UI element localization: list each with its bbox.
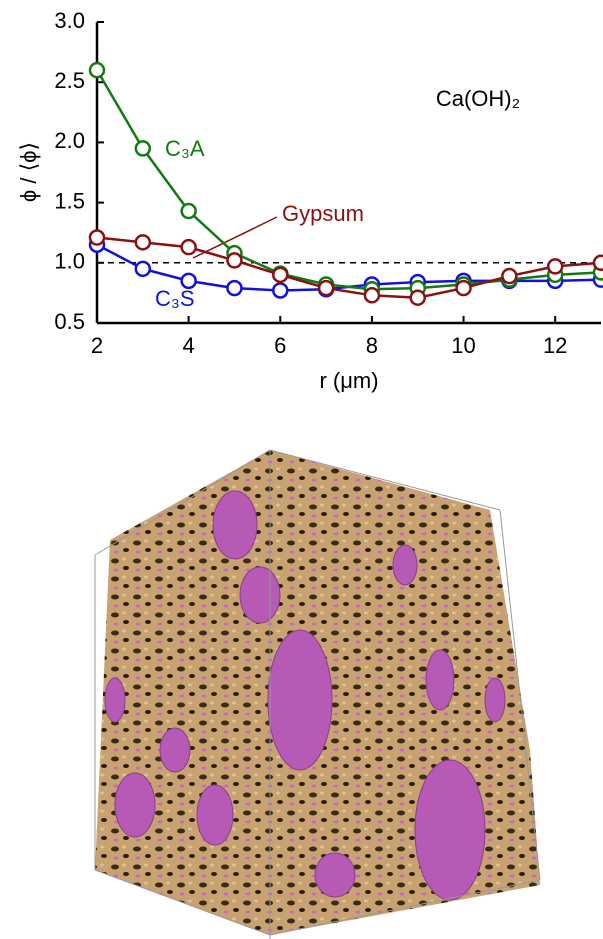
data-point bbox=[411, 291, 425, 305]
series-label: Gypsum bbox=[282, 201, 364, 226]
y-axis-label: ϕ / ⟨ϕ⟩ bbox=[16, 142, 41, 202]
data-point bbox=[502, 269, 516, 283]
data-point bbox=[273, 283, 287, 297]
y-tick-label: 0.5 bbox=[54, 309, 85, 334]
y-tick-label: 1.0 bbox=[54, 249, 85, 274]
series-label: C₃A bbox=[165, 136, 205, 161]
data-point bbox=[182, 204, 196, 218]
x-tick-label: 12 bbox=[543, 333, 567, 358]
x-tick-label: 8 bbox=[366, 333, 378, 358]
data-point bbox=[548, 259, 562, 273]
data-point bbox=[182, 240, 196, 254]
x-tick-label: 10 bbox=[451, 333, 475, 358]
cube bbox=[95, 450, 540, 939]
data-point bbox=[273, 268, 287, 282]
data-point bbox=[136, 235, 150, 249]
data-point bbox=[90, 63, 104, 77]
page: ϕ / ⟨ϕ⟩ r (μm) Ca(OH)₂ 0.5 1.0 1.5 2.0 2.5 3.… bbox=[0, 0, 603, 939]
y-tick-label: 2.5 bbox=[54, 68, 85, 93]
x-tick-label: 6 bbox=[274, 333, 286, 358]
data-point bbox=[227, 281, 241, 295]
series-line bbox=[97, 70, 601, 289]
x-tick-label: 2 bbox=[91, 333, 103, 358]
y-tick-label: 1.5 bbox=[54, 188, 85, 213]
data-point bbox=[594, 256, 603, 270]
data-point bbox=[319, 281, 333, 295]
data-point bbox=[90, 231, 104, 245]
y-tick-label: 3.0 bbox=[54, 8, 85, 33]
data-point bbox=[136, 262, 150, 276]
3d-render bbox=[0, 430, 603, 939]
y-tick-label: 2.0 bbox=[54, 128, 85, 153]
data-point bbox=[227, 253, 241, 267]
x-axis-label: r (μm) bbox=[319, 368, 378, 393]
chart: ϕ / ⟨ϕ⟩ r (μm) Ca(OH)₂ 0.5 1.0 1.5 2.0 2.5 3.… bbox=[0, 0, 603, 430]
series-label: C₃S bbox=[155, 286, 195, 311]
data-point bbox=[365, 288, 379, 302]
annotation: Ca(OH)₂ bbox=[436, 86, 520, 111]
series-line bbox=[97, 245, 601, 291]
x-tick-label: 4 bbox=[183, 333, 195, 358]
data-point bbox=[136, 141, 150, 155]
data-point bbox=[457, 281, 471, 295]
